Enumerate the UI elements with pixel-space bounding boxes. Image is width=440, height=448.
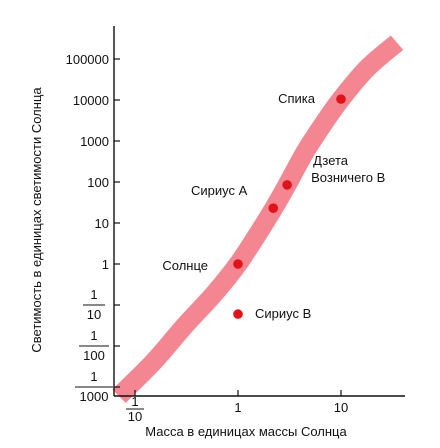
data-points: [233, 94, 346, 319]
y-tick-label: 10: [95, 216, 109, 231]
point-labels: Солнце Сириус А Дзета Возничего В Спика Сириу…: [162, 91, 385, 321]
x-tick-label-denominator: 10: [128, 409, 142, 424]
y-tick-label: 100: [87, 175, 109, 190]
point-label: Дзета Возничего В: [311, 153, 385, 185]
y-tick-label-denominator: 100: [83, 348, 105, 363]
data-point: [336, 94, 346, 104]
y-tick-label: 100000: [66, 52, 109, 67]
data-point: [233, 259, 243, 269]
point-label: Солнце: [162, 258, 208, 273]
axes: [113, 26, 405, 397]
main-sequence-band-path: [112, 35, 404, 403]
y-axis-title: Светимость в единицах светимости Солнца: [29, 87, 44, 353]
x-axis-title: Масса в единицах массы Солнца: [145, 424, 347, 439]
y-tick-label-numerator: 1: [90, 369, 97, 384]
y-tick-label-numerator: 1: [90, 328, 97, 343]
main-sequence-band: [112, 35, 404, 403]
x-tick-label: 10: [334, 400, 348, 415]
y-tick-label: 10000: [73, 93, 109, 108]
point-label: Сириус В: [255, 306, 311, 321]
data-point: [233, 309, 243, 319]
y-ticks: 1 1000 1 100 1 10 1 10 100 1000 10000 100000: [66, 52, 120, 404]
y-tick-label-denominator: 10: [87, 307, 101, 322]
y-tick-label-denominator: 1000: [80, 389, 109, 404]
data-point: [282, 180, 292, 190]
x-tick-label: 1: [234, 400, 241, 415]
y-tick-label: 1000: [80, 134, 109, 149]
y-tick-label: 1: [102, 257, 109, 272]
x-tick-label-numerator: 1: [131, 394, 138, 409]
y-tick-label-numerator: 1: [90, 287, 97, 302]
point-label: Спика: [278, 91, 316, 106]
data-point: [268, 203, 279, 213]
point-label: Сириус А: [191, 183, 248, 198]
